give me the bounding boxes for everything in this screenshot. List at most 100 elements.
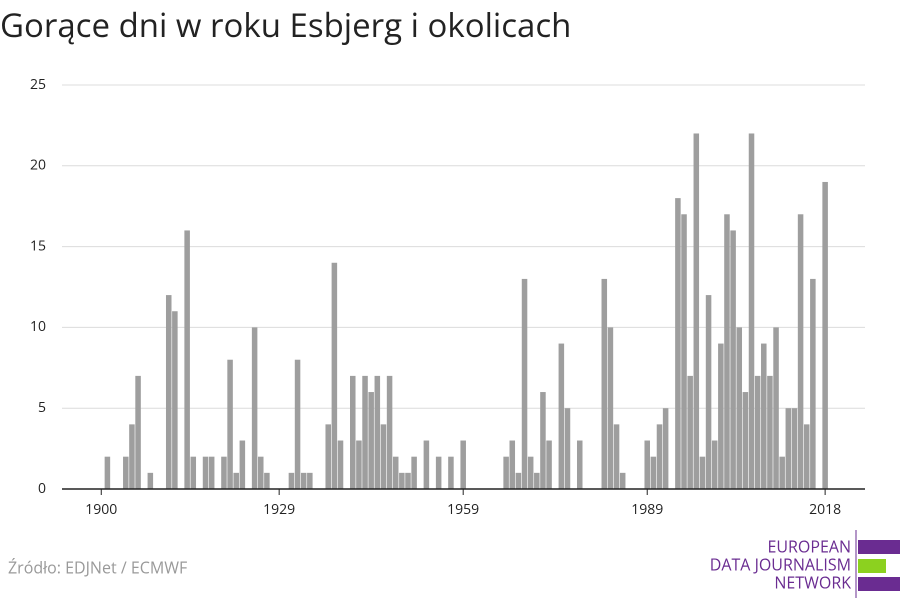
- bar: [233, 472, 239, 489]
- bar: [822, 181, 828, 489]
- bar: [761, 343, 767, 489]
- bar: [699, 456, 706, 489]
- bar: [423, 440, 430, 489]
- bar: [172, 311, 178, 489]
- bar: [368, 392, 374, 489]
- bar: [724, 214, 730, 489]
- bar: [405, 472, 411, 489]
- bar: [576, 440, 583, 489]
- bar: [607, 327, 614, 489]
- bar: [123, 456, 129, 489]
- bar: [350, 375, 356, 489]
- bar: [540, 392, 546, 489]
- bar: [184, 230, 190, 489]
- bar: [810, 278, 816, 489]
- bar: [190, 456, 197, 489]
- bar: [711, 440, 718, 489]
- y-tick-label: 25: [30, 75, 46, 94]
- bar: [221, 456, 227, 489]
- bar: [767, 375, 773, 489]
- bar: [675, 198, 681, 489]
- bar: [736, 327, 743, 489]
- source: Źródło: EDJNet / ECMWF: [8, 556, 187, 578]
- y-tick-label: 15: [30, 236, 46, 255]
- bar: [104, 456, 111, 489]
- bar: [165, 295, 172, 489]
- bar: [527, 456, 534, 489]
- bar: [435, 456, 442, 489]
- bar: [257, 456, 264, 489]
- bar: [558, 343, 565, 489]
- x-tick-label: 1900: [85, 500, 117, 519]
- bar: [288, 472, 295, 489]
- chart-title: Gorące dni w roku Esbjerg i okolicach: [0, 2, 571, 47]
- bar: [773, 327, 779, 489]
- bar: [227, 359, 233, 489]
- bar: [380, 424, 387, 489]
- bar: [129, 424, 135, 489]
- bar: [239, 440, 246, 489]
- x-tick-label: 2018: [809, 500, 841, 519]
- bar: [785, 408, 792, 489]
- bar: [448, 456, 454, 489]
- bar: [147, 472, 154, 489]
- bar: [202, 456, 209, 489]
- bar: [399, 472, 405, 489]
- bar: [613, 424, 620, 489]
- bar: [386, 375, 393, 489]
- bar: [392, 456, 399, 489]
- bar: [325, 424, 331, 489]
- bar: [264, 472, 270, 489]
- bar: [521, 278, 528, 489]
- x-tick-label: 1959: [447, 500, 479, 519]
- bar: [337, 440, 344, 489]
- bar: [797, 214, 804, 489]
- bar: [619, 472, 626, 489]
- bar: [644, 440, 650, 489]
- bar: [534, 472, 540, 489]
- bar: [460, 440, 466, 489]
- bar: [687, 375, 693, 489]
- bar: [748, 133, 755, 490]
- bar: [307, 472, 313, 489]
- bar: [300, 472, 307, 489]
- bar: [705, 295, 712, 489]
- y-tick-label: 10: [30, 317, 46, 336]
- bar: [374, 375, 381, 489]
- logo-line: NETWORK: [774, 571, 851, 593]
- bar: [411, 456, 417, 489]
- y-tick-label: 0: [38, 479, 46, 498]
- y-tick-label: 20: [30, 156, 46, 175]
- bar: [503, 456, 509, 489]
- bar: [681, 214, 687, 489]
- bar: [754, 375, 761, 489]
- x-tick-label: 1929: [263, 500, 295, 519]
- logo: EUROPEAN DATA JOURNALISM NETWORK: [710, 530, 900, 598]
- logo-line: EUROPEAN: [767, 535, 851, 557]
- bar: [356, 440, 362, 489]
- y-tick-label: 5: [38, 398, 46, 417]
- x-tick-label: 1989: [631, 500, 663, 519]
- bar: [730, 230, 736, 489]
- bar: [515, 472, 522, 489]
- bar: [546, 440, 552, 489]
- bar: [135, 375, 141, 489]
- bar: [779, 456, 785, 489]
- bar: [742, 392, 749, 489]
- bar: [718, 343, 724, 489]
- bar: [791, 408, 798, 489]
- bar: [650, 456, 657, 489]
- logo-line: DATA JOURNALISM: [710, 553, 851, 575]
- bar: [362, 375, 368, 489]
- bar: [601, 278, 608, 489]
- bar: [662, 408, 669, 489]
- bar: [251, 327, 258, 489]
- bar: [331, 262, 338, 489]
- bar: [656, 424, 663, 489]
- bar: [509, 440, 516, 489]
- bar: [564, 408, 571, 489]
- bar: [693, 133, 700, 490]
- bar: [803, 424, 810, 489]
- bar: [294, 359, 301, 489]
